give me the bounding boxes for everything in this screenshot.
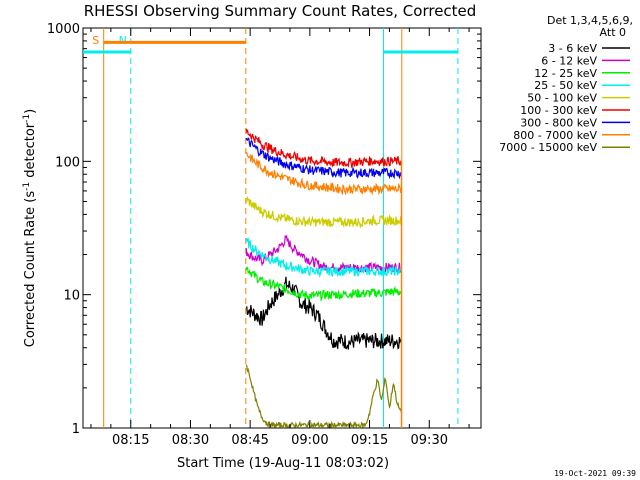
series-group	[245, 128, 402, 430]
series-line-100-300-kev	[245, 128, 402, 169]
y-axis-label: Corrected Count Rate (s-1 detector-1)	[22, 109, 38, 347]
legend-label-25-50-kev: 25 - 50 keV	[534, 79, 597, 92]
status-marker-label-s: S	[92, 34, 99, 47]
series-line-25-50-kev	[245, 237, 402, 279]
y-label-sup2: -1	[22, 114, 32, 123]
x-tick-label-09-00: 09:00	[291, 433, 328, 448]
legend-label-12-25-kev: 12 - 25 keV	[534, 67, 597, 80]
y-tick-label-1000: 1000	[47, 22, 80, 37]
legend-label-50-100-kev: 50 - 100 keV	[527, 92, 597, 105]
x-tick-label-09-30: 09:30	[411, 433, 448, 448]
legend-label-7000-15000-kev: 7000 - 15000 keV	[499, 141, 597, 154]
legend-label-300-800-kev: 300 - 800 keV	[520, 116, 597, 129]
series-line-50-100-kev	[245, 195, 402, 229]
series-line-800-7000-kev	[245, 151, 402, 196]
legend-label-800-7000-kev: 800 - 7000 keV	[513, 129, 597, 142]
x-axis-label: Start Time (19-Aug-11 08:03:02)	[177, 456, 389, 471]
x-tick-label-08-30: 08:30	[172, 433, 209, 448]
y-tick-label-100: 100	[55, 155, 80, 170]
y-label-part1: Corrected Count Rate (s	[23, 191, 38, 348]
legend-label-6-12-kev: 6 - 12 keV	[541, 54, 597, 67]
y-tick-label-1: 1	[72, 422, 80, 437]
y-label-part3: )	[23, 109, 38, 114]
legend-header-line2: Att 0	[600, 26, 626, 39]
axis-ticks: 1 10 100 1000 08:15 08:30 08:45 09:00 09:15 09:30	[47, 22, 481, 448]
y-label-sup1: -1	[22, 182, 32, 191]
series-line-12-25-kev	[245, 266, 402, 302]
y-tick-label-10: 10	[63, 289, 80, 304]
x-tick-label-08-45: 08:45	[231, 433, 268, 448]
legend-label-100-300-kev: 100 - 300 keV	[520, 104, 597, 117]
series-line-6-12-kev	[245, 234, 402, 274]
x-tick-label-08-15: 08:15	[112, 433, 149, 448]
legend-header-line1: Det 1,3,4,5,6,9,	[547, 14, 633, 27]
plot-frame	[82, 27, 482, 429]
footer-timestamp: 19-Oct-2021 09:39	[554, 469, 636, 478]
chart-title: RHESSI Observing Summary Count Rates, Co…	[84, 2, 477, 20]
x-tick-label-09-15: 09:15	[351, 433, 388, 448]
y-label-part2: detector	[23, 122, 38, 182]
series-line-300-800-kev	[245, 137, 402, 180]
series-line-3-6-kev	[245, 276, 402, 350]
status-marker-label-n: N	[119, 34, 127, 47]
series-line-7000-15000-kev	[245, 364, 402, 430]
legend-label-3-6-kev: 3 - 6 keV	[548, 42, 597, 55]
